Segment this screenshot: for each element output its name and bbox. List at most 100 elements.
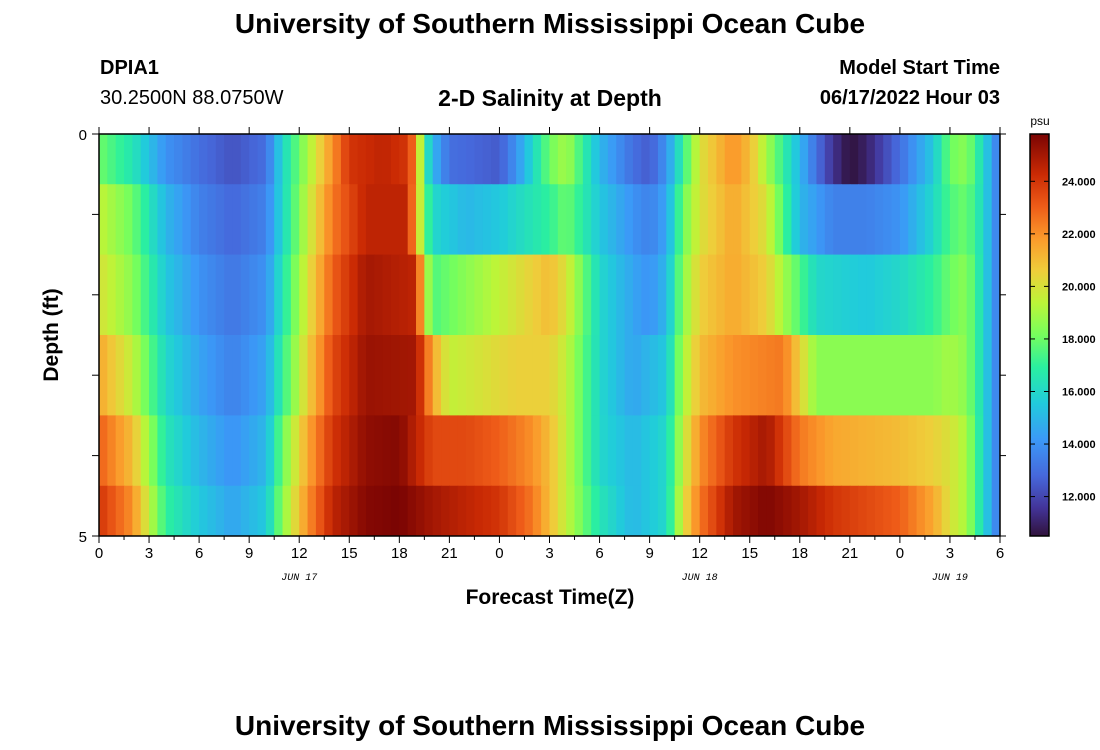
- heatmap-cell: [966, 254, 976, 336]
- heatmap-cell: [991, 184, 1000, 256]
- heatmap-cell: [482, 184, 492, 256]
- heatmap-cell: [866, 184, 876, 256]
- heatmap-cell: [182, 415, 192, 487]
- heatmap-cell: [566, 335, 576, 416]
- heatmap-cell: [824, 485, 834, 536]
- heatmap-cell: [649, 184, 659, 256]
- heatmap-cell: [507, 335, 517, 416]
- heatmap-cell: [708, 335, 717, 416]
- heatmap-cell: [282, 134, 292, 185]
- heatmap-cell: [215, 184, 225, 256]
- x-tick-label: 3: [145, 545, 153, 562]
- heatmap-cell: [516, 134, 526, 185]
- heatmap-cell: [966, 184, 976, 256]
- heatmap-cell: [474, 335, 484, 416]
- heatmap-cell: [983, 254, 993, 336]
- heatmap-cell: [607, 415, 617, 487]
- heatmap-cell: [224, 184, 234, 256]
- heatmap-cell: [240, 415, 250, 487]
- heatmap-cell: [866, 254, 876, 336]
- heatmap-cell: [199, 415, 209, 487]
- heatmap-cell: [824, 184, 834, 256]
- heatmap-cell: [691, 415, 701, 487]
- heatmap-cell: [632, 415, 642, 487]
- heatmap-cell: [424, 335, 434, 416]
- heatmap-cell: [874, 415, 884, 487]
- heatmap-cell: [916, 335, 926, 416]
- heatmap-cell: [891, 134, 901, 185]
- heatmap-cell: [432, 134, 442, 185]
- heatmap-cell: [866, 485, 876, 536]
- heatmap-cell: [641, 415, 651, 487]
- heatmap-cell: [249, 134, 259, 185]
- heatmap-cell: [174, 184, 184, 256]
- station-id: DPIA1: [100, 57, 159, 79]
- heatmap-cell: [390, 415, 400, 487]
- heatmap-cell: [557, 335, 567, 416]
- heatmap-cell: [516, 335, 526, 416]
- heatmap-cell: [691, 184, 701, 256]
- heatmap-cell: [424, 184, 434, 256]
- heatmap-cell: [541, 415, 551, 487]
- heatmap-cell: [799, 485, 809, 536]
- heatmap-cell: [574, 184, 584, 256]
- heatmap-cell: [724, 134, 734, 185]
- heatmap-cell: [390, 335, 400, 416]
- heatmap-cell: [124, 184, 133, 256]
- heatmap-cell: [115, 485, 125, 536]
- heatmap-cell: [232, 415, 242, 487]
- heatmap-cell: [566, 415, 576, 487]
- heatmap-cell: [582, 485, 592, 536]
- x-tick-label: 6: [996, 545, 1004, 562]
- heatmap-cell: [157, 134, 167, 185]
- heatmap-cell: [741, 335, 751, 416]
- heatmap-cell: [783, 415, 793, 487]
- heatmap-cell: [724, 335, 734, 416]
- heatmap-cell: [557, 254, 567, 336]
- x-tick-label: 0: [495, 545, 503, 562]
- heatmap-cell: [441, 415, 450, 487]
- heatmap-cell: [649, 134, 659, 185]
- x-tick-label: 15: [741, 545, 758, 562]
- heatmap-cell: [791, 254, 801, 336]
- heatmap-cell: [382, 415, 392, 487]
- heatmap-cell: [232, 485, 242, 536]
- heatmap-cell: [132, 184, 142, 256]
- heatmap-cell: [157, 485, 167, 536]
- x-tick-label: 12: [291, 545, 308, 562]
- station-coordinates: 30.2500N 88.0750W: [100, 87, 284, 109]
- heatmap-cell: [799, 415, 809, 487]
- heatmap-cell: [574, 415, 584, 487]
- heatmap-cells: [99, 134, 1000, 536]
- heatmap-cell: [132, 415, 142, 487]
- heatmap-cell: [290, 254, 300, 336]
- heatmap-cell: [758, 485, 767, 536]
- heatmap-cell: [374, 415, 384, 487]
- heatmap-cell: [115, 415, 125, 487]
- heatmap-cell: [307, 485, 317, 536]
- heatmap-cell: [274, 485, 284, 536]
- heatmap-cell: [682, 134, 692, 185]
- heatmap-cell: [349, 184, 359, 256]
- heatmap-cell: [841, 184, 851, 256]
- heatmap-cell: [115, 134, 125, 185]
- heatmap-cell: [416, 485, 425, 536]
- heatmap-cell: [532, 335, 542, 416]
- heatmap-cell: [924, 415, 934, 487]
- heatmap-cell: [716, 485, 726, 536]
- heatmap-cell: [240, 254, 250, 336]
- x-tick-label: 0: [95, 545, 103, 562]
- heatmap-cell: [374, 254, 384, 336]
- heatmap-cell: [390, 134, 400, 185]
- heatmap-cell: [624, 184, 634, 256]
- heatmap-cell: [924, 184, 934, 256]
- heatmap-cell: [474, 254, 484, 336]
- heatmap-cell: [716, 134, 726, 185]
- heatmap-cell: [265, 335, 275, 416]
- heatmap-cell: [841, 134, 851, 185]
- heatmap-cell: [541, 485, 551, 536]
- heatmap-cell: [157, 335, 167, 416]
- heatmap-cell: [974, 415, 984, 487]
- heatmap-cell: [883, 184, 893, 256]
- heatmap-cell: [174, 254, 184, 336]
